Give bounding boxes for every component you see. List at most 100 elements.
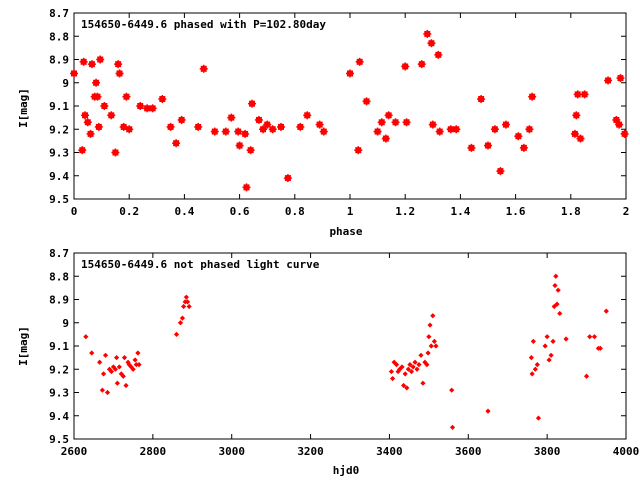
unphased-data-point [135,350,141,356]
unphased-data-point [407,362,413,368]
phased-x-tick-label: 1.6 [506,205,526,218]
phased-data-point [78,146,87,155]
phased-data-point [573,90,582,99]
phased-data-point [114,60,123,69]
phased-data-point [158,95,167,104]
phased-data-point [381,134,390,143]
phased-data-point [122,92,131,101]
unphased-data-point [412,359,418,365]
unphased-data-point [113,355,120,361]
unphased-data-point [553,273,559,279]
unphased-data-point [528,355,534,361]
phased-data-point [572,111,581,120]
phased-data-point [227,113,236,122]
unphased-x-tick-label: 3400 [376,445,403,458]
unphased-data-point [116,364,122,370]
phased-data-point [519,143,528,152]
unphased-data-points [83,273,609,430]
unphased-data-point [121,355,128,361]
phased-x-tick-label: 0.4 [174,205,194,218]
phased-data-point [172,139,181,148]
phased-data-point [346,69,354,78]
unphased-data-point [118,371,124,377]
unphased-x-tick-label: 4000 [613,445,640,458]
unphased-axis-ticks: 2600 2800 3000 3200 3400 3600 3800 4000 8.7 8.8 8.… [49,247,639,458]
phased-data-point [570,129,579,138]
phased-x-tick-label: 2 [623,205,630,218]
unphased-data-point [102,352,109,358]
phased-data-point [319,127,328,136]
phased-data-point [234,127,243,136]
unphased-x-tick-label: 3200 [297,445,324,458]
phased-y-tick-label: 8.7 [49,7,69,20]
unphased-y-tick-label: 9.3 [49,387,69,400]
unphased-data-point [99,387,105,393]
phased-data-point [620,129,629,138]
unphased-data-point [591,334,598,340]
phased-data-point [92,78,101,87]
unphased-data-point [557,310,563,317]
phased-data-point [254,115,263,124]
phased-data-point [70,69,78,78]
phased-data-point [166,122,175,131]
phased-data-point [615,120,624,129]
unphased-data-point [399,364,405,370]
phased-data-point [235,141,244,150]
unphased-data-point [449,424,456,430]
unphased-data-point [404,385,410,391]
phased-data-point [452,125,461,134]
unphased-data-point [136,362,142,368]
phased-data-point [315,120,324,129]
phased-data-point [148,104,157,113]
phased-y-axis-label: I[mag] [17,88,30,128]
phased-y-tick-label: 9.2 [49,123,69,136]
phased-x-tick-label: 1 [347,205,354,218]
unphased-data-point [418,352,424,358]
unphased-data-point [551,303,557,310]
phased-data-point [125,125,134,134]
unphased-data-point [603,308,609,314]
unphased-data-point [529,371,535,377]
unphased-data-point [120,373,126,379]
unphased-y-tick-label: 8.8 [49,270,69,283]
phased-x-tick-label: 0.2 [119,205,139,218]
phased-data-point [296,122,305,131]
unphased-y-tick-label: 9 [62,317,69,330]
unphased-y-tick-label: 8.9 [49,294,69,307]
unphased-data-point [426,334,432,340]
phased-y-tick-label: 9.4 [49,170,69,183]
phased-data-point [484,141,492,150]
phased-data-point [427,39,436,48]
unphased-data-point [112,366,118,372]
phased-data-point [373,127,382,136]
unphased-y-tick-label: 9.1 [49,340,69,353]
unphased-data-point [402,371,408,377]
unphased-data-point [177,320,184,326]
unphased-data-point [388,368,394,375]
phased-data-point [263,120,272,129]
phased-data-point [241,129,250,138]
phased-data-point [355,57,364,66]
phased-data-point [246,146,255,155]
phased-data-point [87,60,96,69]
unphased-data-point [534,362,540,368]
unphased-data-point [430,313,436,319]
phased-data-point [477,95,486,104]
phased-data-point [93,92,102,101]
phased-data-point [576,134,585,143]
phased-data-point [107,111,116,120]
unphased-data-point [133,362,139,368]
phased-data-point [435,127,444,136]
unphased-data-point [389,375,396,382]
phased-data-point [514,132,523,141]
phased-data-point [528,92,537,101]
unphased-chart-title: 154650-6449.6 not phased light curve [81,258,320,271]
unphased-data-point [431,338,437,344]
unphased-data-point [183,294,189,300]
phased-data-point [303,111,312,120]
unphased-data-point [173,331,180,337]
phased-data-point [501,120,510,129]
unphased-data-point [393,362,400,368]
phased-y-tick-label: 9.1 [49,100,69,113]
